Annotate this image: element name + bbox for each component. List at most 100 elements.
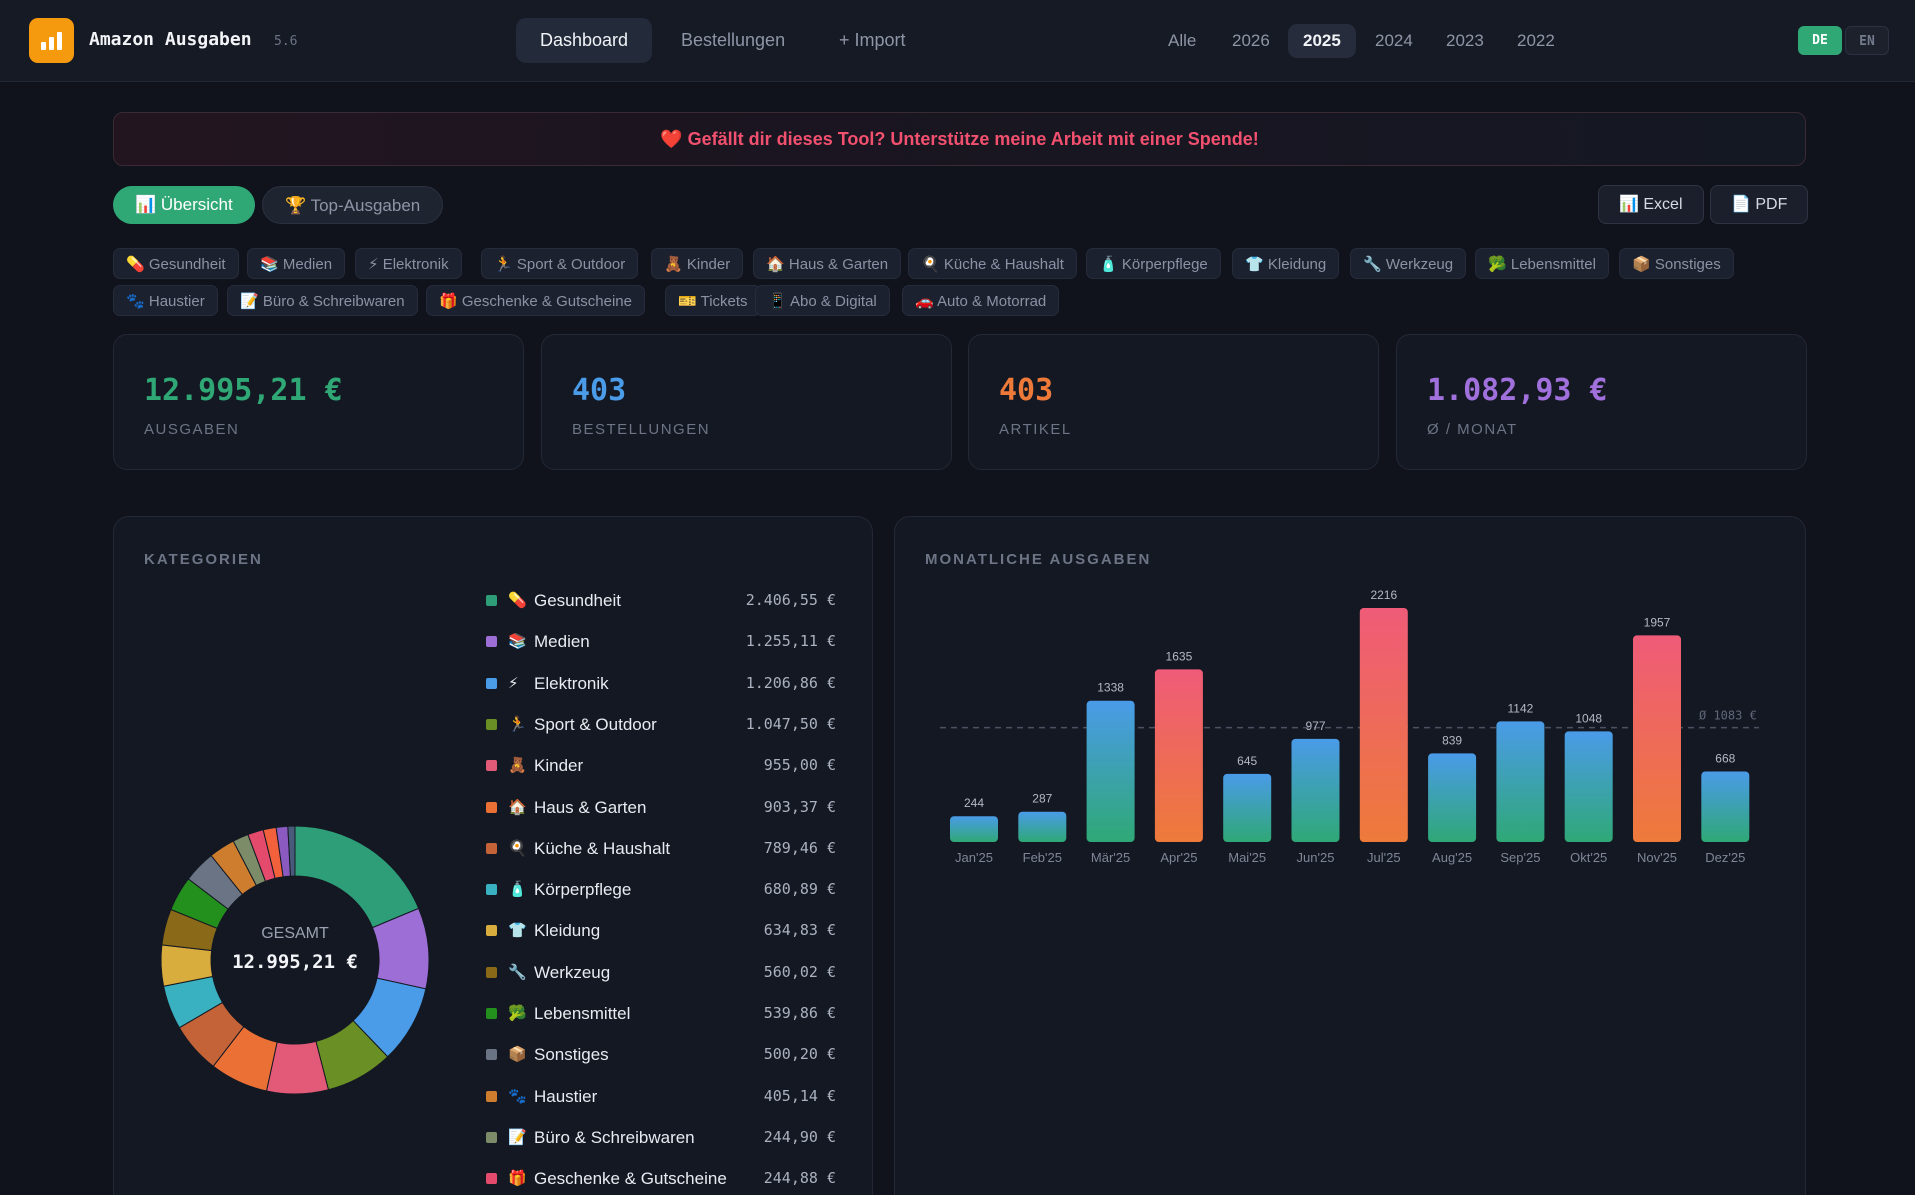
bar-value-label: 645 [1237, 754, 1257, 768]
lang-de-button[interactable]: DE [1798, 26, 1842, 55]
nav-orders[interactable]: Bestellungen [681, 30, 786, 50]
x-tick-label: Jul'25 [1367, 850, 1401, 865]
legend-name: Kinder [534, 756, 584, 776]
legend-item[interactable]: 🐾 Haustier 405,14 € [486, 1082, 836, 1112]
chip-gesundheit[interactable]: 💊 Gesundheit [113, 248, 239, 279]
year-2024[interactable]: 2024 [1375, 31, 1413, 50]
bar[interactable] [1564, 731, 1613, 842]
export-pdf-button[interactable]: 📄 PDF [1710, 185, 1809, 224]
legend-item[interactable]: 🏠 Haus & Garten 903,37 € [486, 793, 836, 823]
donut-total-value: 12.995,21 € [232, 951, 358, 973]
year-2023[interactable]: 2023 [1446, 31, 1484, 50]
nav-import[interactable]: + Import [839, 30, 906, 50]
chip-kinder[interactable]: 🧸 Kinder [651, 248, 744, 279]
chip-buero-schreibwaren[interactable]: 📝 Büro & Schreibwaren [227, 285, 418, 316]
chip-label: Haus & Garten [788, 256, 889, 273]
bar-value-label: 2216 [1370, 588, 1397, 602]
bar-value-label: 977 [1305, 719, 1325, 733]
legend-item[interactable]: 📝 Büro & Schreibwaren 244,90 € [486, 1123, 836, 1153]
app-title: Amazon Ausgaben [89, 29, 252, 50]
chip-label: Sonstiges [1654, 256, 1721, 273]
year-all[interactable]: Alle [1168, 31, 1197, 50]
stat-card-expenses: 12.995,21 € AUSGABEN [113, 334, 524, 470]
lang-en-button[interactable]: EN [1845, 26, 1889, 55]
legend-item[interactable]: 🎁 Geschenke & Gutscheine 244,88 € [486, 1164, 836, 1194]
app-logo-icon [29, 18, 74, 63]
year-2026[interactable]: 2026 [1232, 31, 1270, 50]
legend-name: Geschenke & Gutscheine [534, 1169, 727, 1189]
legend-item[interactable]: 👕 Kleidung 634,83 € [486, 916, 836, 946]
export-excel-button[interactable]: 📊 Excel [1598, 185, 1704, 224]
stat-value: 1.082,93 € [1427, 373, 1608, 408]
bar[interactable] [1359, 608, 1408, 842]
chip-kueche-haushalt[interactable]: 🍳 Küche & Haushalt [908, 248, 1077, 279]
chip-lebensmittel[interactable]: 🥦 Lebensmittel [1475, 248, 1609, 279]
legend-name: Elektronik [534, 673, 609, 693]
chip-label: Küche & Haushalt [943, 256, 1064, 273]
legend-item[interactable]: 📚 Medien 1.255,11 € [486, 627, 836, 657]
tab-top-expenses[interactable]: 🏆 Top-Ausgaben [262, 186, 444, 224]
donut-slice[interactable] [287, 825, 296, 877]
bar[interactable] [1018, 811, 1067, 842]
chip-elektronik[interactable]: ⚡ Elektronik [355, 248, 462, 279]
year-2022[interactable]: 2022 [1517, 31, 1555, 50]
category-icon: 🧴 [508, 881, 527, 899]
bar[interactable] [1086, 700, 1135, 842]
memo-icon: 📝 [240, 293, 259, 310]
chip-kleidung[interactable]: 👕 Kleidung [1232, 248, 1340, 279]
bar[interactable] [1154, 669, 1203, 842]
chip-haus-garten[interactable]: 🏠 Haus & Garten [753, 248, 902, 279]
chip-tickets[interactable]: 🎫 Tickets [665, 285, 761, 316]
legend-item[interactable]: 🥦 Lebensmittel 539,86 € [486, 999, 836, 1029]
bar[interactable] [1633, 635, 1681, 842]
chip-sonstiges[interactable]: 📦 Sonstiges [1619, 248, 1734, 279]
legend-item[interactable]: 📦 Sonstiges 500,20 € [486, 1040, 836, 1070]
bar[interactable] [1496, 721, 1545, 842]
legend-item[interactable]: 💊 Gesundheit 2.406,55 € [486, 586, 836, 616]
bar[interactable] [1701, 771, 1750, 842]
tab-overview[interactable]: 📊 Übersicht [113, 186, 255, 224]
chip-label: Tickets [700, 293, 748, 310]
chip-label: Werkzeug [1385, 256, 1454, 273]
bar[interactable] [1291, 738, 1340, 842]
chip-sport-outdoor[interactable]: 🏃 Sport & Outdoor [481, 248, 639, 279]
monthly-bar-chart: Ø 1083 € 244 Jan'25 287 Feb'25 1338 Mär'25 1635… [940, 588, 1759, 865]
chip-werkzeug[interactable]: 🔧 Werkzeug [1350, 248, 1467, 279]
donut-slice[interactable] [294, 825, 420, 929]
export-excel-label: Excel [1643, 196, 1683, 213]
chip-koerperpflege[interactable]: 🧴 Körperpflege [1086, 248, 1221, 279]
heart-icon: ❤️ [660, 129, 683, 149]
legend-item[interactable]: 🧴 Körperpflege 680,89 € [486, 875, 836, 905]
tab-top-label: Top-Ausgaben [310, 196, 421, 215]
nav-dashboard[interactable]: Dashboard [516, 18, 653, 63]
bar-value-label: 668 [1715, 751, 1735, 765]
legend-item[interactable]: 🍳 Küche & Haushalt 789,46 € [486, 834, 836, 864]
legend-amount: 244,90 € [763, 1127, 836, 1146]
chip-medien[interactable]: 📚 Medien [247, 248, 346, 279]
house-icon: 🏠 [766, 256, 785, 273]
donation-banner[interactable]: ❤️ Gefällt dir dieses Tool? Unterstütze … [113, 112, 1806, 166]
category-icon: ⚡ [508, 674, 519, 692]
legend-swatch [486, 842, 497, 854]
bar[interactable] [1223, 773, 1272, 842]
year-2025[interactable]: 2025 [1288, 24, 1356, 58]
bar-value-label: 839 [1442, 733, 1462, 747]
chip-label: Elektronik [382, 256, 449, 273]
legend-amount: 244,88 € [763, 1169, 836, 1188]
legend-swatch [486, 1008, 497, 1019]
x-tick-label: Nov'25 [1637, 850, 1677, 865]
chip-haustier[interactable]: 🐾 Haustier [113, 285, 218, 316]
legend-item[interactable]: 🧸 Kinder 955,00 € [486, 751, 836, 781]
legend-item[interactable]: 🏃 Sport & Outdoor 1.047,50 € [486, 710, 836, 740]
chip-geschenke-gutscheine[interactable]: 🎁 Geschenke & Gutscheine [426, 285, 645, 316]
legend-item[interactable]: 🔧 Werkzeug 560,02 € [486, 958, 836, 988]
legend-item[interactable]: ⚡ Elektronik 1.206,86 € [486, 669, 836, 699]
bar[interactable] [950, 816, 998, 842]
chip-auto-motorrad[interactable]: 🚗 Auto & Motorrad [902, 285, 1060, 316]
chip-abo-digital[interactable]: 📱 Abo & Digital [755, 285, 890, 316]
legend-amount: 1.206,86 € [745, 673, 836, 692]
bar[interactable] [1428, 753, 1477, 842]
bar-value-label: 287 [1032, 792, 1052, 806]
legend-swatch [486, 677, 497, 689]
stat-card-monthly-average: 1.082,93 € Ø / MONAT [1396, 334, 1807, 470]
